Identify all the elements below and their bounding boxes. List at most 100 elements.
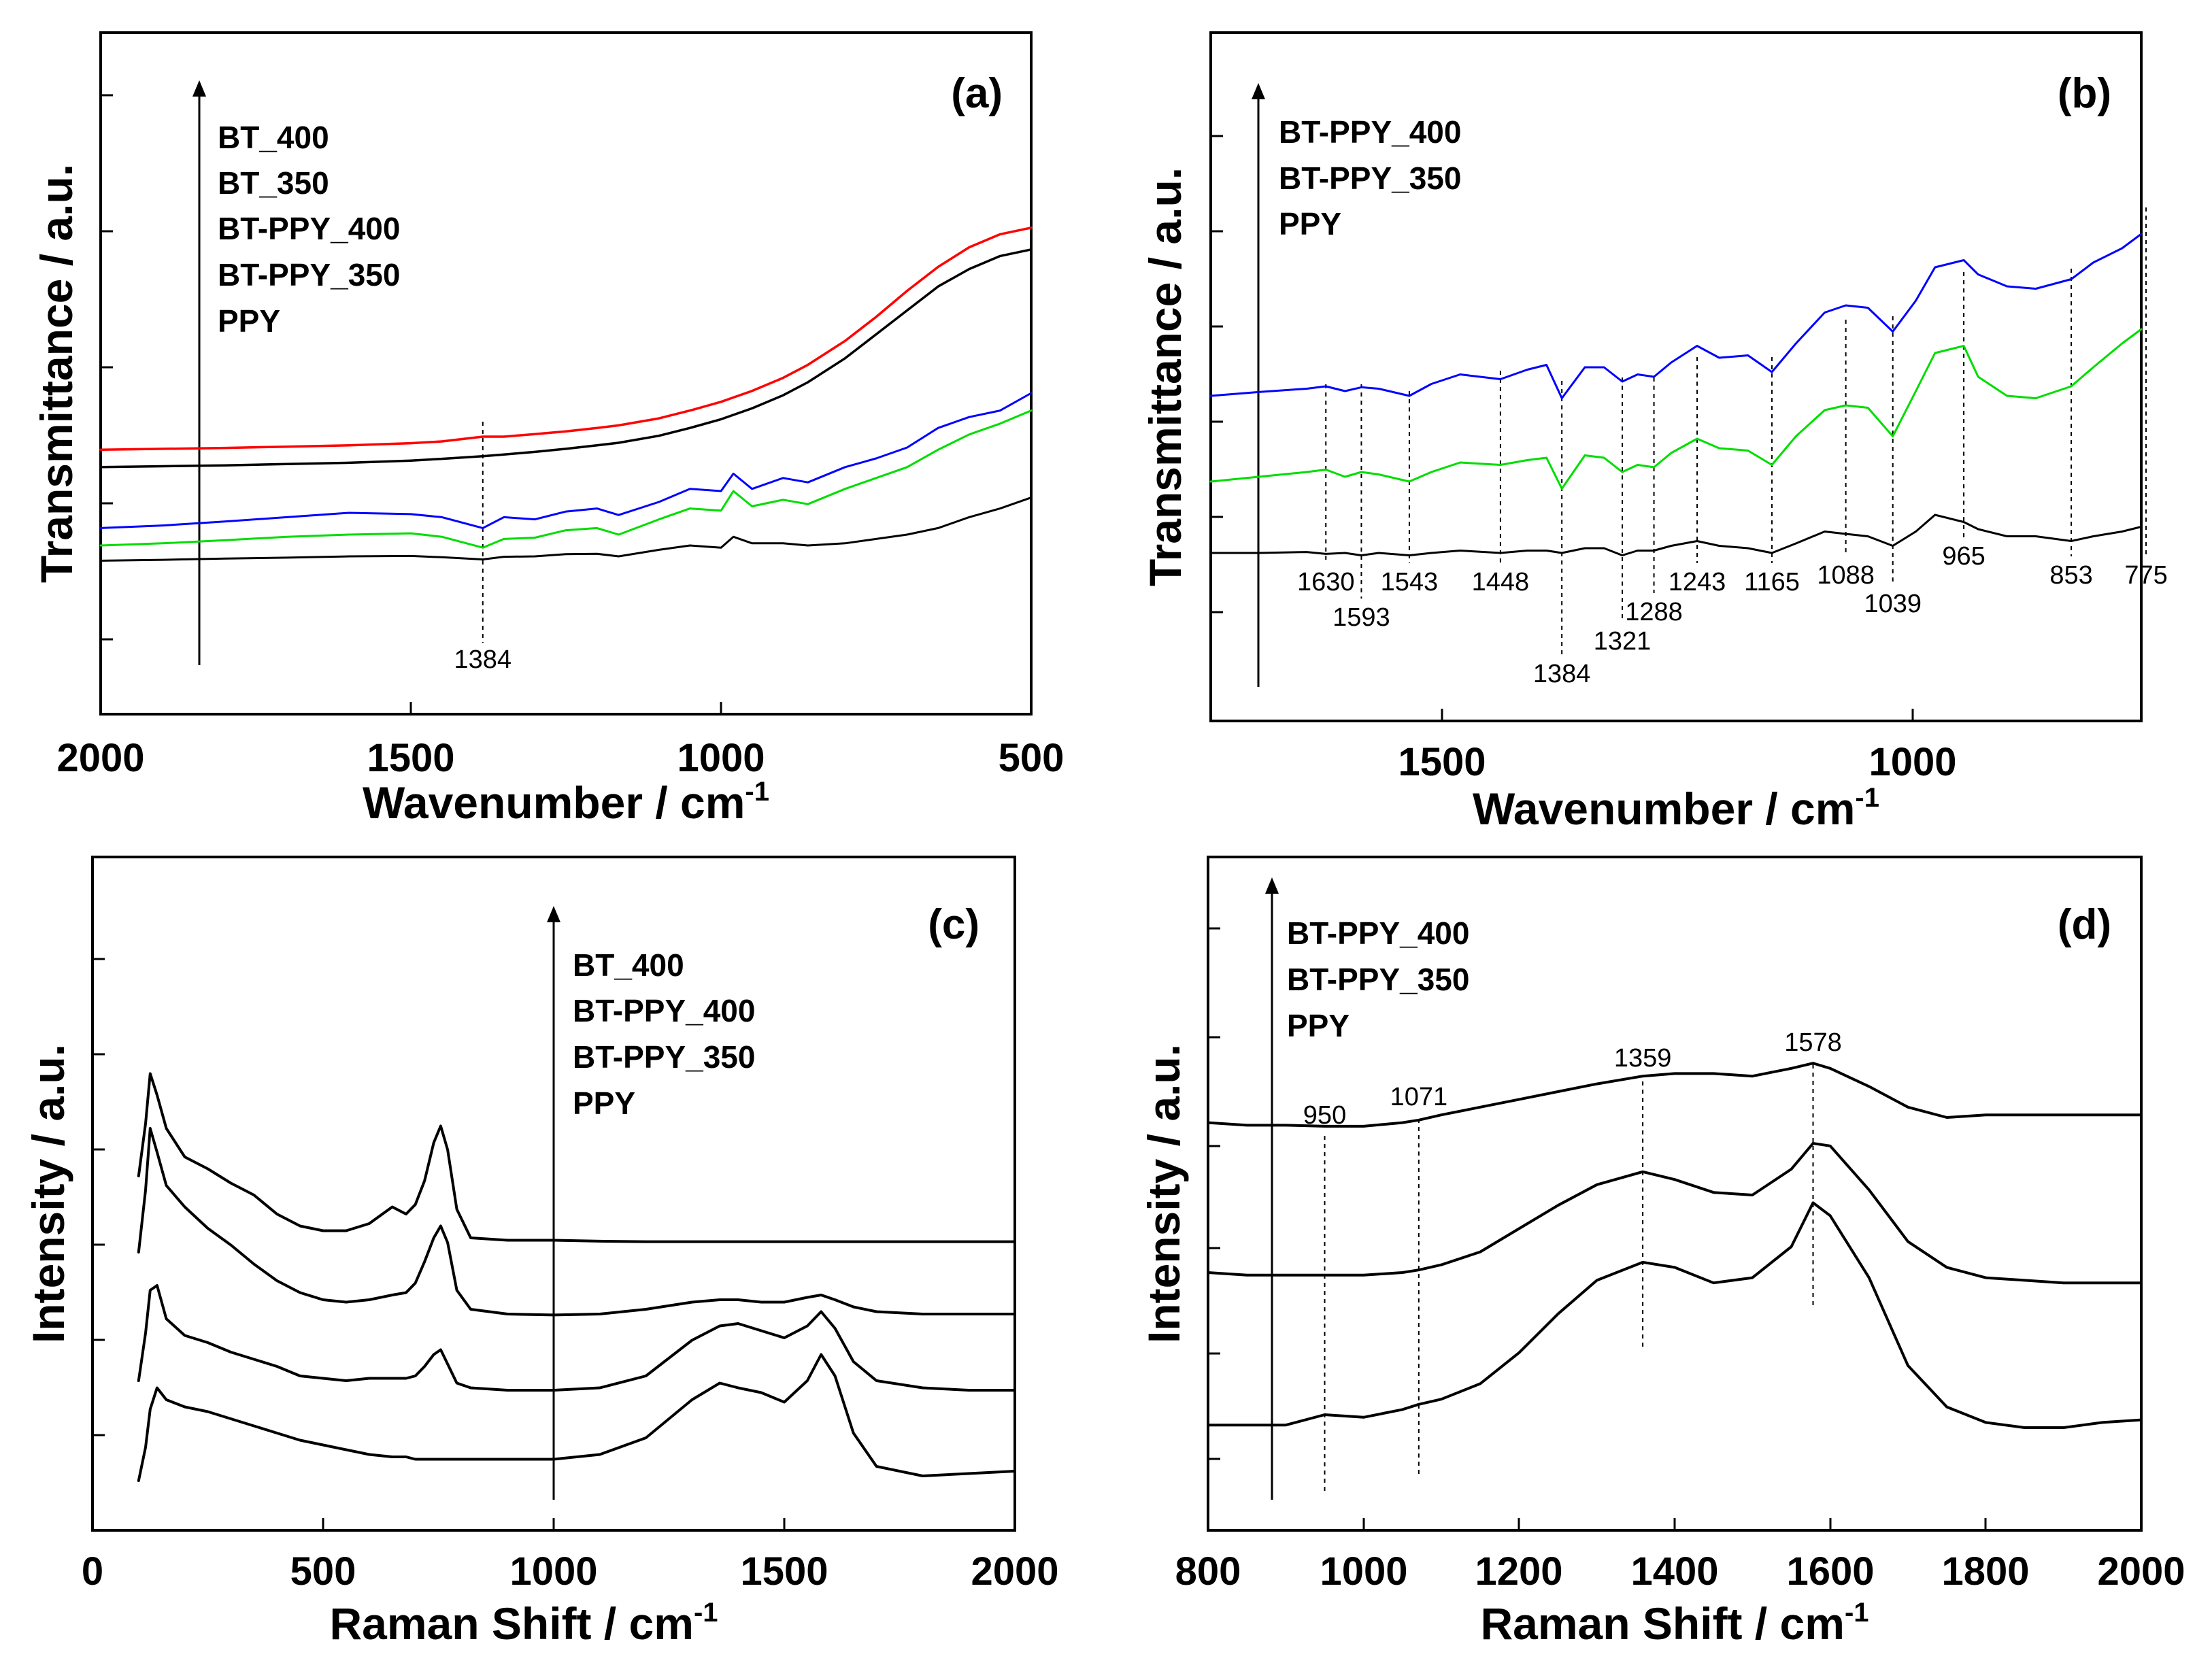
panel-b-legend-item: BT-PPY_400 bbox=[1279, 114, 1461, 150]
panel-b-legend-item: PPY bbox=[1279, 206, 1341, 241]
panel-a: 2000 1500 1000 500 Wavenumber / cm-1 Tra… bbox=[31, 31, 1065, 828]
panel-c-legend-item: BT-PPY_350 bbox=[573, 1039, 755, 1075]
panel-b-xlabel-text: Wavenumber / cm bbox=[1473, 784, 1855, 834]
panel-d-series-bt-ppy-400 bbox=[1207, 1062, 2143, 1128]
panel-b-peak-label: 1088 bbox=[1817, 561, 1875, 590]
panel-a-xlabel: Wavenumber / cm-1 bbox=[363, 777, 769, 828]
panel-a-xlabel-text: Wavenumber / cm bbox=[363, 777, 745, 828]
panel-c-ylabel: Intensity / a.u. bbox=[23, 1044, 73, 1343]
panel-b-peak-label: 965 bbox=[1942, 542, 1985, 571]
panel-b-frame bbox=[1209, 31, 2143, 722]
panel-a-legend-item: PPY bbox=[218, 303, 280, 339]
panel-a-xtick-label: 2000 bbox=[56, 736, 144, 780]
panel-c-legend-item: BT_400 bbox=[573, 947, 684, 983]
panel-a-xtick-label: 1000 bbox=[677, 736, 765, 780]
panel-d-xlabel: Raman Shift / cm-1 bbox=[1480, 1598, 1869, 1649]
panel-a-series-bt-400 bbox=[99, 226, 1033, 451]
panel-c: 0 500 1000 1500 2000 Raman Shift / cm-1 … bbox=[23, 856, 1059, 1649]
panel-d-xtick-label: 1800 bbox=[1941, 1549, 2029, 1594]
panel-b-ticks bbox=[1211, 135, 1914, 721]
panel-b-peak-label: 1321 bbox=[1594, 627, 1652, 656]
panel-d-tag: (d) bbox=[2058, 901, 2111, 948]
panel-d-xtick-label: 1400 bbox=[1630, 1549, 1718, 1594]
panel-b-peak-label: 1243 bbox=[1669, 568, 1726, 596]
panel-c-xtick-label: 500 bbox=[290, 1549, 356, 1594]
panel-b-series-bt-ppy-350 bbox=[1209, 328, 2143, 490]
panel-d-xtick-label: 1000 bbox=[1320, 1549, 1407, 1594]
panel-a-series-bt-ppy-400 bbox=[99, 392, 1033, 529]
panel-b-peak-label: 1630 bbox=[1297, 568, 1355, 596]
panel-d-legend-item: PPY bbox=[1287, 1008, 1350, 1043]
panel-d-peak-markers: 950 1071 1359 1578 bbox=[1303, 1028, 1842, 1493]
panel-d-legend-item: BT-PPY_350 bbox=[1287, 962, 1469, 997]
panel-d-ticks bbox=[1208, 927, 1987, 1530]
panel-c-xlabel-sup: -1 bbox=[694, 1598, 718, 1628]
panel-a-peak-label: 1384 bbox=[454, 645, 512, 674]
panel-b-tag: (b) bbox=[2058, 70, 2111, 117]
panel-b-peak-label: 1384 bbox=[1533, 660, 1591, 688]
panel-a-legend-item: BT_400 bbox=[218, 120, 329, 155]
panel-c-series-bt-400 bbox=[137, 1072, 1016, 1243]
panel-a-series-bt-350 bbox=[99, 248, 1033, 469]
panel-b-peak-markers: 1630 1593 1543 1448 1384 1321 1288 1243 … bbox=[1297, 207, 2168, 688]
panel-b-peak-label: 1165 bbox=[1744, 568, 1800, 596]
panel-c-series-ppy bbox=[137, 1353, 1016, 1482]
panel-b-peak-label: 853 bbox=[2049, 561, 2092, 590]
panel-d-legend-item: BT-PPY_400 bbox=[1287, 915, 1469, 951]
panel-a-ylabel: Transmittance / a.u. bbox=[31, 164, 82, 583]
panel-b: 1500 1000 Wavenumber / cm-1 Transmittanc… bbox=[1140, 31, 2168, 834]
panel-d-peak-label: 1359 bbox=[1614, 1044, 1672, 1073]
panel-c-legend-arrow-head bbox=[547, 906, 560, 922]
panel-b-peak-label: 1593 bbox=[1333, 603, 1390, 632]
panel-a-legend-item: BT-PPY_350 bbox=[218, 257, 400, 292]
panel-d-peak-label: 1071 bbox=[1390, 1083, 1448, 1111]
panel-d-xtick-label: 2000 bbox=[2097, 1549, 2185, 1594]
panel-a-legend-arrow-head bbox=[192, 80, 206, 97]
panel-c-xtick-label: 1000 bbox=[509, 1549, 597, 1594]
panel-a-xtick-label: 1500 bbox=[367, 736, 454, 780]
panel-b-xtick-label: 1000 bbox=[1869, 740, 1956, 784]
panel-c-ticks bbox=[93, 958, 786, 1530]
panel-a-series-ppy bbox=[99, 497, 1033, 562]
panel-d-series-ppy bbox=[1207, 1201, 2143, 1429]
panel-c-series-bt-ppy-400 bbox=[137, 1127, 1016, 1317]
panel-d-peak-label: 1578 bbox=[1784, 1028, 1842, 1057]
panel-c-series-bt-ppy-350 bbox=[137, 1284, 1016, 1392]
panel-c-xtick-label: 0 bbox=[82, 1549, 103, 1594]
panel-b-ylabel: Transmittance / a.u. bbox=[1140, 167, 1190, 586]
panel-a-xlabel-sup: -1 bbox=[745, 777, 769, 807]
panel-b-peak-label: 1448 bbox=[1472, 568, 1530, 596]
panel-c-xtick-label: 1500 bbox=[740, 1549, 828, 1594]
panel-d-xlabel-text: Raman Shift / cm bbox=[1480, 1598, 1844, 1649]
panel-b-xlabel: Wavenumber / cm-1 bbox=[1473, 783, 1879, 834]
panel-d-xtick-label: 1600 bbox=[1786, 1549, 1874, 1594]
panel-c-tag: (c) bbox=[928, 901, 979, 948]
panel-c-xtick-label: 2000 bbox=[971, 1549, 1058, 1594]
panel-a-ticks bbox=[101, 94, 722, 714]
panel-c-legend-item: PPY bbox=[573, 1086, 635, 1121]
panel-c-xlabel-text: Raman Shift / cm bbox=[329, 1598, 693, 1649]
panel-d-xtick-label: 1200 bbox=[1475, 1549, 1562, 1594]
panel-b-peak-label: 1288 bbox=[1625, 598, 1683, 626]
panel-a-frame bbox=[99, 31, 1033, 716]
panel-b-series-ppy bbox=[1209, 514, 2143, 556]
panel-d-xlabel-sup: -1 bbox=[1845, 1598, 1869, 1628]
panel-a-tag: (a) bbox=[951, 70, 1003, 117]
panel-b-xlabel-sup: -1 bbox=[1855, 783, 1879, 813]
panel-a-legend-item: BT-PPY_400 bbox=[218, 211, 400, 246]
panel-b-peak-label: 1543 bbox=[1381, 568, 1439, 596]
panel-d: 800 1000 1200 1400 1600 1800 2000 Raman … bbox=[1139, 856, 2185, 1649]
panel-a-legend-item: BT_350 bbox=[218, 165, 329, 201]
panel-b-peak-label: 1039 bbox=[1864, 590, 1922, 618]
panel-a-xtick-label: 500 bbox=[999, 736, 1065, 780]
panel-b-xtick-label: 1500 bbox=[1398, 740, 1486, 784]
panel-b-legend-arrow-head bbox=[1252, 83, 1265, 99]
panel-b-peak-label: 775 bbox=[2124, 561, 2167, 590]
panel-b-legend-item: BT-PPY_350 bbox=[1279, 161, 1461, 196]
panel-c-legend-item: BT-PPY_400 bbox=[573, 993, 755, 1028]
panel-b-series-bt-ppy-400 bbox=[1209, 233, 2143, 399]
panel-d-xtick-label: 800 bbox=[1175, 1549, 1241, 1594]
panel-d-series-bt-ppy-350 bbox=[1207, 1142, 2143, 1285]
